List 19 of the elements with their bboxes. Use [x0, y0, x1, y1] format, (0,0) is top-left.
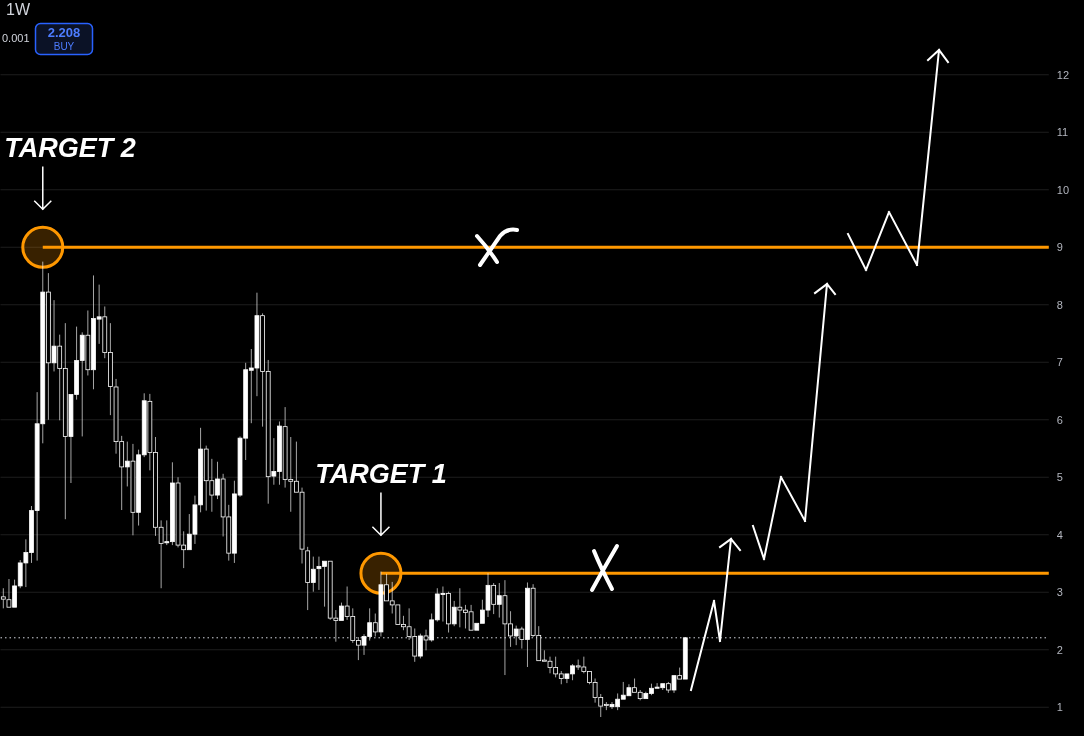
y-tick-label: 7 — [1056, 356, 1063, 369]
y-tick-label: 5 — [1056, 471, 1063, 484]
y-tick-label: 12 — [1056, 68, 1070, 81]
annotation: 0.001 — [2, 32, 30, 44]
annotation: TARGET 2 — [4, 133, 136, 164]
y-tick-label: 8 — [1056, 298, 1063, 311]
y-tick-label: 1 — [1056, 701, 1063, 714]
y-tick-label: 3 — [1056, 586, 1063, 599]
y-tick-label: 6 — [1056, 413, 1063, 426]
buy-button: 2.208 BUY — [34, 22, 94, 56]
annotation: TARGET 1 — [315, 459, 447, 490]
y-tick-label: 10 — [1056, 183, 1070, 196]
y-tick-label: 9 — [1056, 241, 1063, 254]
annotation: BUY — [53, 41, 75, 52]
y-tick-label: 11 — [1056, 126, 1069, 139]
y-tick-label: 2 — [1056, 643, 1063, 656]
y-tick-label: 4 — [1056, 528, 1063, 541]
annotation: 2.208 — [47, 25, 81, 40]
chart-title: 1W — [6, 1, 31, 18]
